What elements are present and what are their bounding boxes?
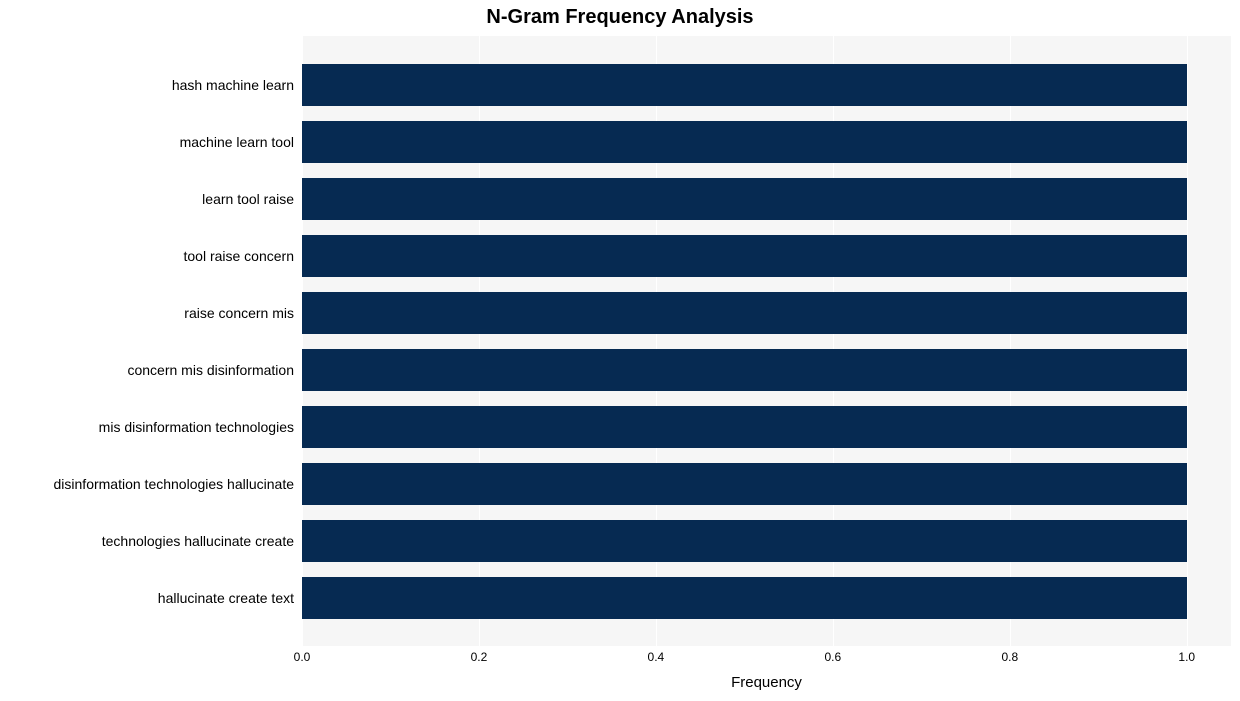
- plot-area: [302, 36, 1231, 646]
- chart-title: N-Gram Frequency Analysis: [0, 6, 1240, 29]
- y-axis-label: disinformation technologies hallucinate: [54, 476, 294, 492]
- y-axis-label: concern mis disinformation: [127, 362, 294, 378]
- y-axis-label: machine learn tool: [180, 134, 294, 150]
- x-axis-tick-label: 1.0: [1178, 650, 1195, 664]
- y-axis-label: hallucinate create text: [158, 590, 294, 606]
- bar: [302, 178, 1187, 220]
- x-axis-tick-label: 0.6: [825, 650, 842, 664]
- y-axis-label: hash machine learn: [172, 77, 294, 93]
- bar: [302, 406, 1187, 448]
- gridline: [1187, 36, 1188, 646]
- x-axis-tick-label: 0.8: [1001, 650, 1018, 664]
- x-axis-tick-label: 0.4: [648, 650, 665, 664]
- x-axis-tick-label: 0.0: [294, 650, 311, 664]
- y-axis-label: raise concern mis: [184, 305, 294, 321]
- y-axis-label: technologies hallucinate create: [102, 533, 294, 549]
- bar: [302, 292, 1187, 334]
- bar: [302, 235, 1187, 277]
- bar: [302, 121, 1187, 163]
- y-axis-label: tool raise concern: [183, 248, 294, 264]
- y-axis-label: mis disinformation technologies: [99, 419, 294, 435]
- ngram-frequency-chart: N-Gram Frequency Analysis hash machine l…: [0, 0, 1240, 701]
- bar: [302, 520, 1187, 562]
- bar: [302, 349, 1187, 391]
- bar: [302, 577, 1187, 619]
- bar: [302, 64, 1187, 106]
- y-axis-label: learn tool raise: [202, 191, 294, 207]
- bar: [302, 463, 1187, 505]
- x-axis-title: Frequency: [302, 674, 1231, 691]
- x-axis-tick-label: 0.2: [471, 650, 488, 664]
